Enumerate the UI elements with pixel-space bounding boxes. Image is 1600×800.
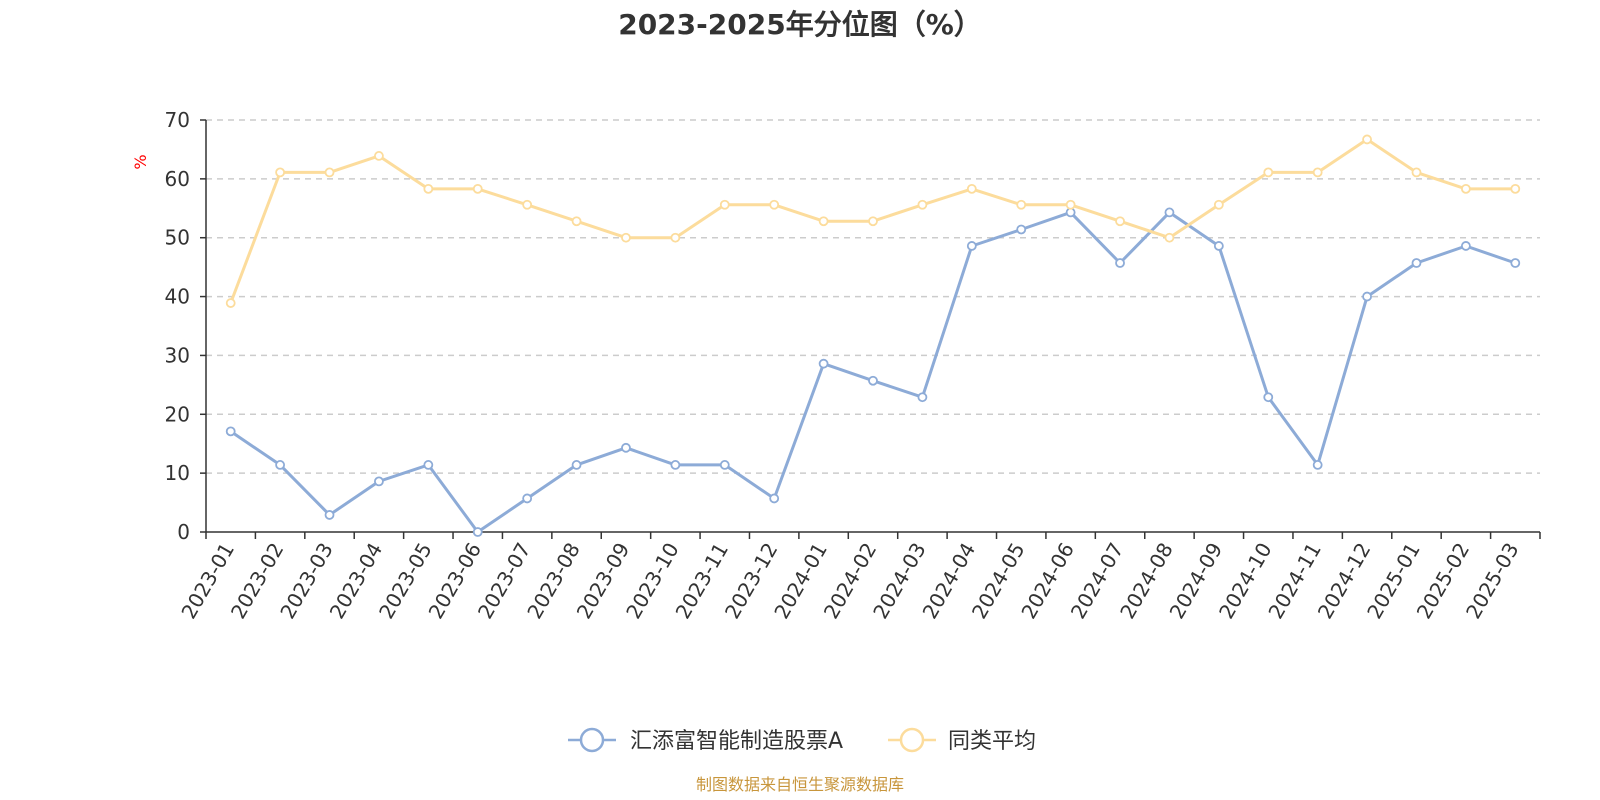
series-group <box>225 134 1521 537</box>
data-point <box>621 232 631 243</box>
data-point <box>1510 258 1521 268</box>
data-point <box>374 476 384 487</box>
grid-lines <box>206 119 1540 474</box>
data-point <box>966 241 977 251</box>
legend-marker <box>579 727 605 753</box>
data-point <box>1115 216 1125 227</box>
data-point <box>1362 291 1372 302</box>
data-point <box>571 216 582 227</box>
y-tick-label: 70 <box>165 108 190 132</box>
data-point <box>818 358 829 369</box>
data-point <box>225 298 236 308</box>
y-tick-label: 60 <box>165 167 190 191</box>
data-point <box>868 216 878 227</box>
data-point <box>1263 392 1274 403</box>
chart-title: 2023-2025年分位图（%） <box>618 8 982 41</box>
data-point <box>719 199 730 210</box>
data-point <box>621 442 631 453</box>
data-point <box>1164 232 1175 243</box>
data-point <box>423 460 434 470</box>
y-tick-label: 10 <box>165 461 190 485</box>
series-line <box>229 210 1516 534</box>
data-point <box>1164 207 1175 218</box>
y-tick-label: 50 <box>165 226 190 250</box>
data-point <box>670 232 681 243</box>
data-point <box>769 199 780 210</box>
y-tick-label: 30 <box>165 343 190 367</box>
data-point <box>374 151 384 161</box>
legend-label: 同类平均 <box>948 729 1036 754</box>
data-point <box>1213 199 1224 210</box>
source-text: 制图数据来自恒生聚源数据库 <box>696 775 904 794</box>
data-point <box>1460 183 1471 194</box>
y-axis: 0 10 20 30 40 50 60 70 <box>165 108 207 544</box>
data-point <box>275 460 286 470</box>
y-unit-label: % <box>131 154 150 169</box>
data-point <box>1411 167 1422 178</box>
data-point <box>769 493 780 504</box>
data-point <box>522 493 533 504</box>
data-point <box>1016 199 1027 210</box>
series-1 <box>225 134 1521 308</box>
data-point <box>472 183 483 194</box>
data-point <box>472 527 483 537</box>
legend-item-1: 同类平均 <box>888 727 1036 754</box>
data-point <box>966 183 977 194</box>
data-point <box>670 460 681 470</box>
data-point <box>324 510 335 520</box>
legend: 汇添富智能制造股票A 同类平均 <box>568 727 1036 754</box>
data-point <box>917 199 928 210</box>
data-point <box>1115 258 1125 268</box>
data-point <box>1312 460 1323 470</box>
legend-item-0: 汇添富智能制造股票A <box>568 727 843 754</box>
data-point <box>719 460 730 470</box>
data-point <box>868 375 878 386</box>
data-point <box>1362 134 1372 145</box>
data-point <box>571 460 582 470</box>
data-point <box>522 199 533 210</box>
data-point <box>1510 183 1521 194</box>
data-point <box>1460 241 1471 251</box>
data-point <box>324 167 335 178</box>
data-point <box>275 167 286 178</box>
data-point <box>917 392 928 403</box>
data-point <box>423 183 434 194</box>
data-point <box>818 216 829 227</box>
y-tick-label: 0 <box>177 520 190 544</box>
data-point <box>1065 199 1076 210</box>
data-point <box>1411 258 1422 268</box>
y-tick-label: 20 <box>165 402 190 426</box>
data-point <box>1016 224 1027 235</box>
data-point <box>225 426 236 437</box>
x-axis: 2023-012023-022023-032023-042023-052023-… <box>176 531 1541 623</box>
y-tick-label: 40 <box>165 285 190 309</box>
data-point <box>1213 241 1224 251</box>
data-point <box>1312 167 1323 178</box>
data-point <box>1263 167 1274 178</box>
legend-marker <box>899 727 925 753</box>
legend-label: 汇添富智能制造股票A <box>630 729 843 754</box>
series-0 <box>225 207 1521 537</box>
